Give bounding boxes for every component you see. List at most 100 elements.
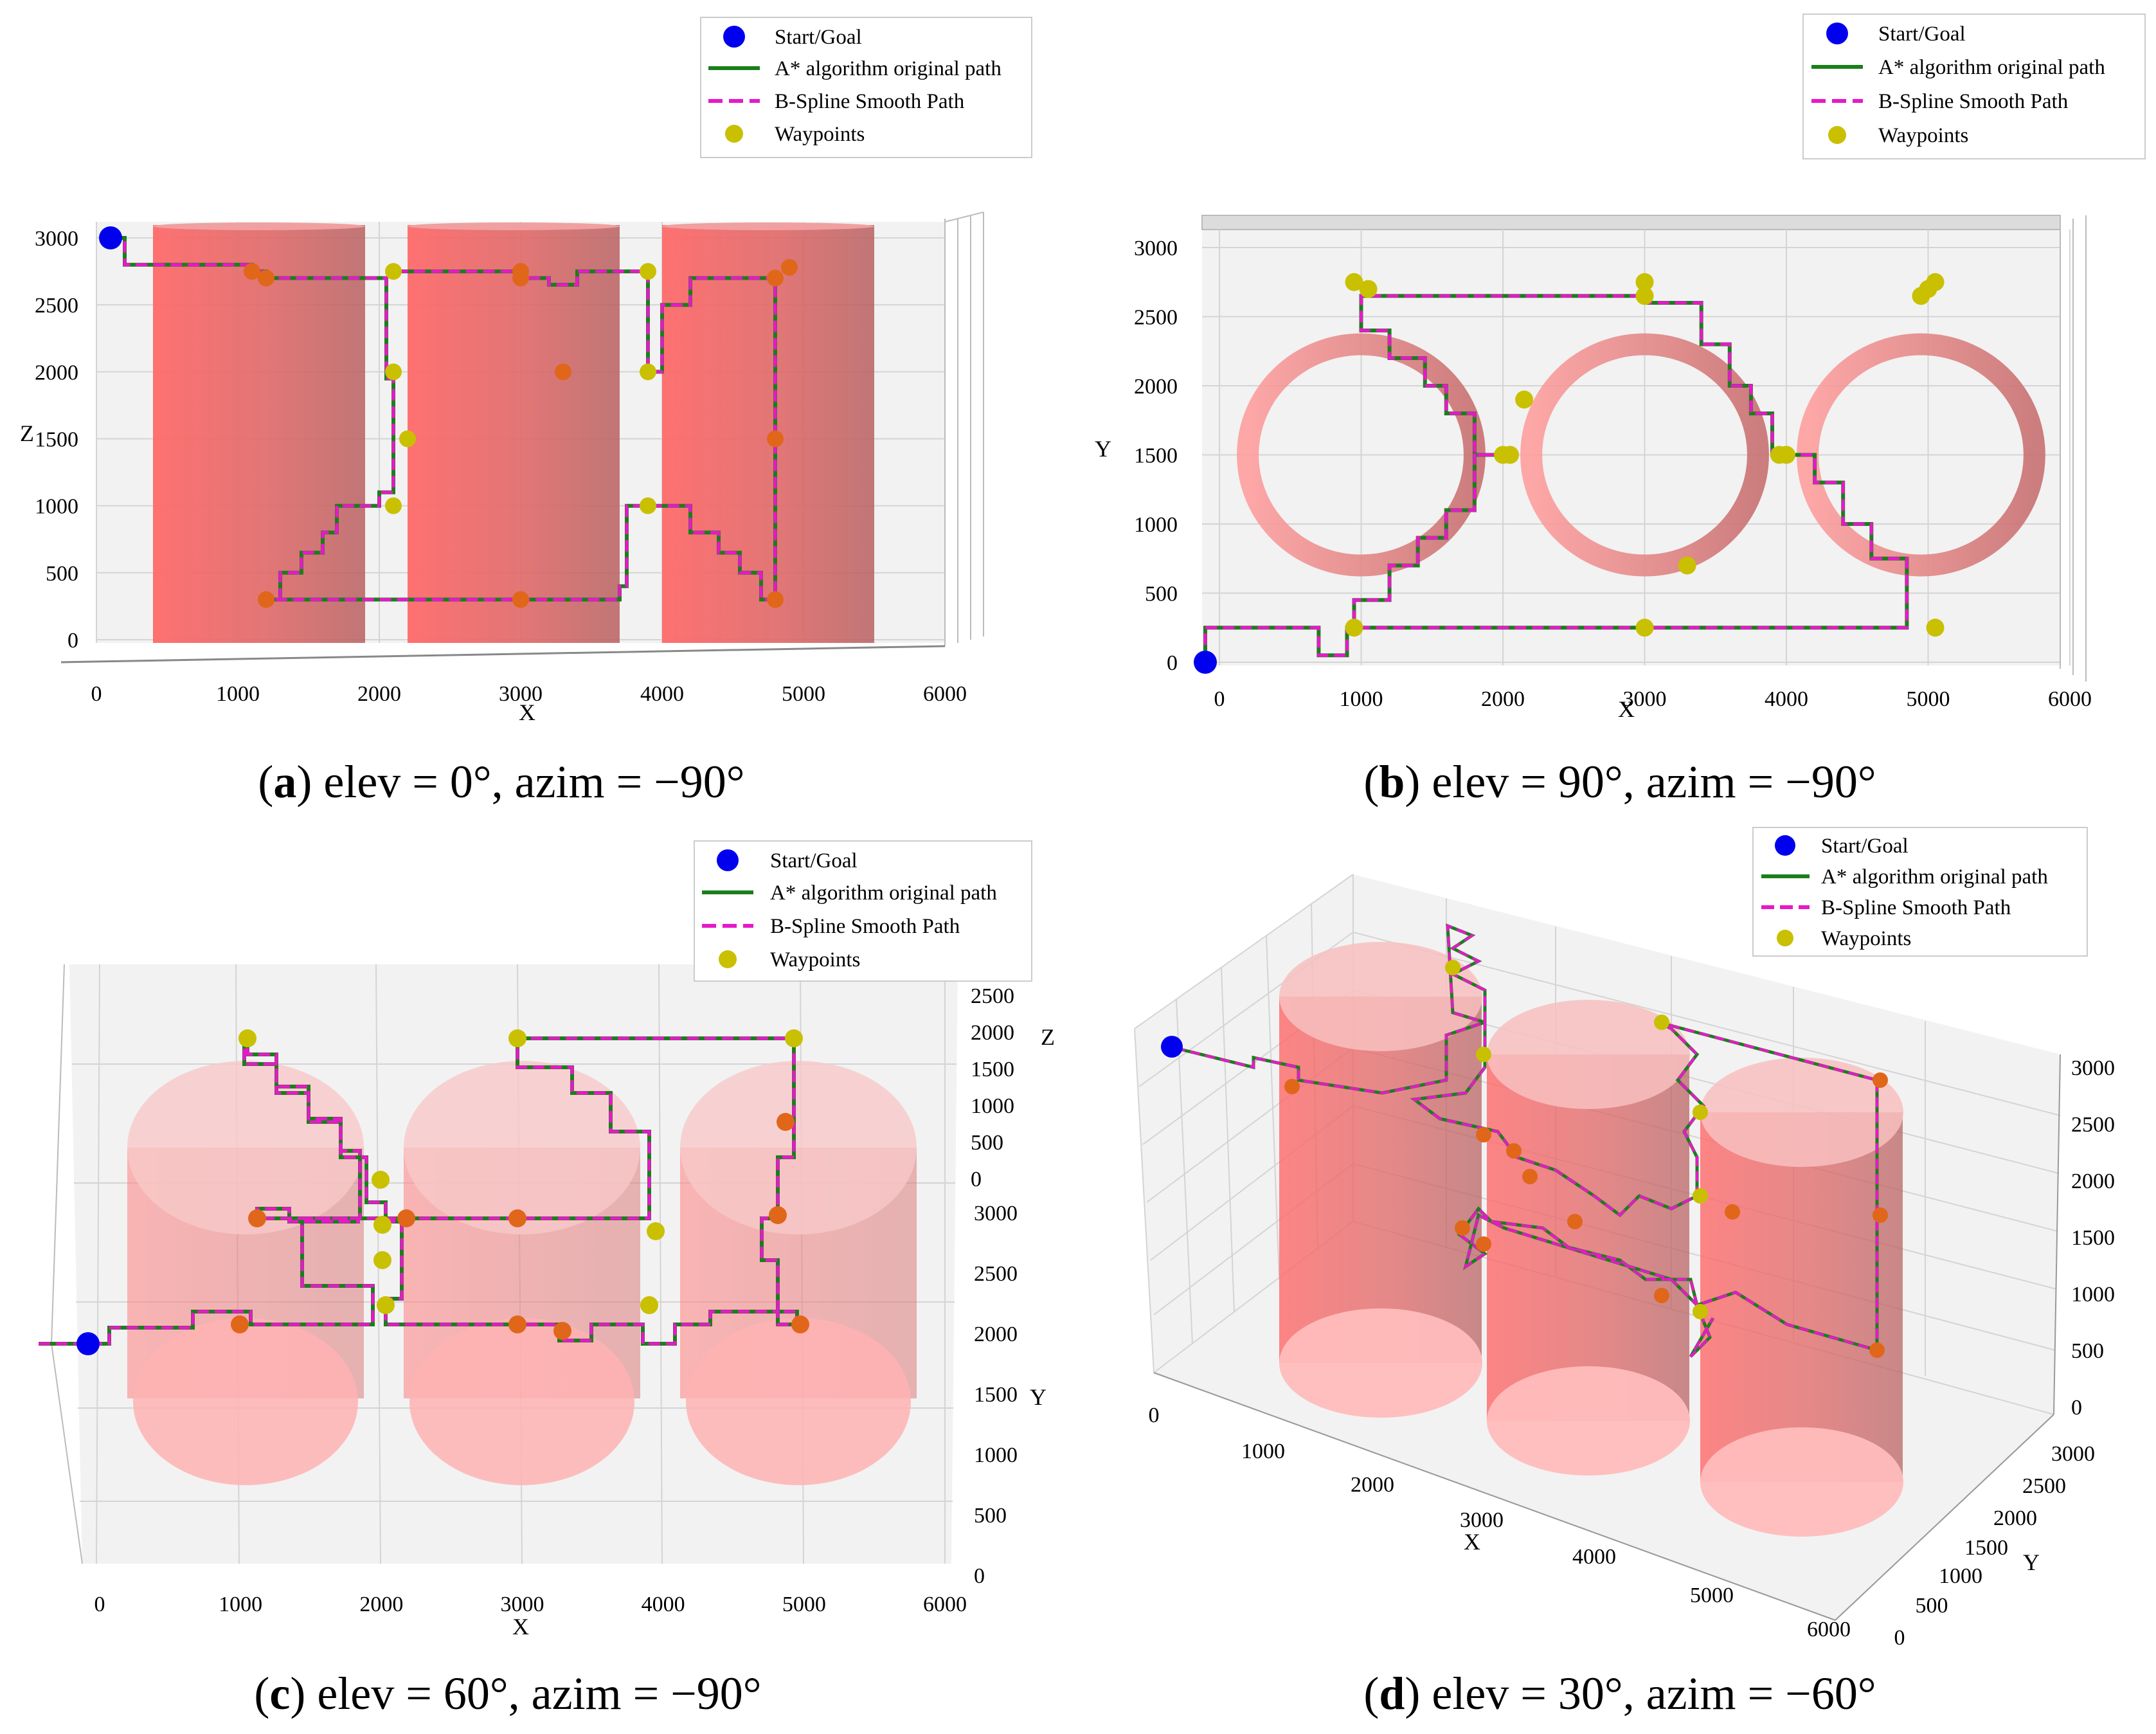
panel-c-xtick: 5000 <box>782 1593 826 1616</box>
panel-a-bspline-path <box>111 236 777 601</box>
legend-start-goal-label: Start/Goal <box>1821 835 1909 858</box>
panel-b-waypoint <box>1359 280 1378 298</box>
panel-c-waypoint <box>769 1206 787 1224</box>
panel-a-xtick: 5000 <box>782 682 825 706</box>
panel-c-ztick: 1000 <box>971 1094 1014 1118</box>
panel-b-xtick: 4000 <box>1765 687 1808 711</box>
panel-a-ztick: 3000 <box>35 227 78 251</box>
panel-a-waypoint <box>258 269 274 287</box>
panel-d-waypoint <box>1873 1072 1888 1088</box>
panel-b-paths <box>1203 294 1909 662</box>
panel-b-ytick: 500 <box>1145 583 1178 606</box>
panel-b-ytick: 1000 <box>1134 513 1178 537</box>
panel-a-z-ticks: 0 500 1000 1500 2000 2500 3000 <box>35 227 78 653</box>
panel-a-cylinder <box>153 225 365 643</box>
panel-a-cylinder-top <box>408 222 620 230</box>
panel-c-waypoint <box>640 1296 658 1314</box>
legend-start-goal-label: Start/Goal <box>775 26 862 49</box>
panel-b-cylinder-ring <box>1520 333 1769 577</box>
panel-a-waypoint <box>767 430 784 447</box>
panel-d-waypoint <box>1873 1207 1888 1223</box>
panel-b-bspline-path <box>1203 294 1909 662</box>
panel-a-xtick: 4000 <box>640 682 684 706</box>
legend-bspline-label: B-Spline Smooth Path <box>1878 90 2069 113</box>
panel-c-waypoint <box>397 1209 415 1227</box>
panel-c-paths <box>39 1036 799 1346</box>
legend-start-goal-label: Start/Goal <box>1878 23 1966 46</box>
panel-c-ytick: 0 <box>974 1564 985 1588</box>
panel-b-waypoint <box>1501 446 1520 464</box>
panel-c-waypoint <box>553 1322 571 1340</box>
panel-b-waypoint <box>1345 619 1363 637</box>
panel-a-caption-text: elev = 0°, azim = −90° <box>312 756 744 808</box>
panel-a-xtick: 3000 <box>499 682 543 706</box>
legend-astar-label: A* algorithm original path <box>775 57 1002 80</box>
panel-b-caption-text: elev = 90°, azim = −90° <box>1420 756 1876 808</box>
panel-a-start-goal <box>99 226 122 249</box>
panel-c-waypoint <box>248 1209 266 1227</box>
panel-a-ztick: 1000 <box>35 495 78 519</box>
panel-b-legend: Start/Goal A* algorithm original path B-… <box>1802 14 2146 159</box>
panel-c-caption-text: elev = 60°, azim = −90° <box>305 1668 761 1719</box>
panel-d-waypoint <box>1506 1143 1522 1159</box>
panel-d-waypoint <box>1476 1127 1491 1142</box>
panel-b-waypoint <box>1635 273 1654 291</box>
panel-b-start-goal <box>1194 651 1217 674</box>
panel-c-zlabel: Z <box>1041 1024 1055 1050</box>
panel-d-bspline-path <box>1174 923 1878 1358</box>
panel-a-waypoint <box>767 591 784 608</box>
panel-d-ztick: 2000 <box>2071 1170 2115 1193</box>
legend-start-goal-marker <box>1775 835 1795 856</box>
panel-d-waypoint <box>1693 1188 1708 1204</box>
panel-d-ytick: 0 <box>1894 1626 1905 1650</box>
panel-d-waypoint <box>1522 1169 1538 1184</box>
panel-d-legend-box <box>1752 827 2088 957</box>
panel-a-caption: (a) elev = 0°, azim = −90° <box>258 756 744 808</box>
panel-c-xtick: 3000 <box>501 1593 544 1616</box>
panel-d-waypoint <box>1654 1015 1669 1030</box>
panel-c-ztick: 500 <box>971 1131 1003 1155</box>
panel-c-xtick: 6000 <box>923 1593 967 1616</box>
panel-d-waypoints <box>1161 960 1888 1358</box>
panel-c-ytick: 2500 <box>974 1262 1018 1286</box>
panel-c-legend-box <box>694 840 1032 982</box>
panel-d-caption-letter: d <box>1379 1668 1405 1719</box>
panel-b-waypoint <box>1926 273 1945 291</box>
panel-d-ytick: 3000 <box>2051 1442 2095 1466</box>
panel-c: 0 1000 2000 3000 4000 5000 6000 05001000150020… <box>39 840 1055 1719</box>
panel-d-ylabel: Y <box>2023 1549 2040 1575</box>
panel-a-xtick: 0 <box>91 682 102 706</box>
panel-a-legend-box <box>700 17 1032 158</box>
panel-d-ytick: 1500 <box>1964 1536 2008 1560</box>
panel-b-waypoint <box>1926 619 1945 637</box>
panel-a-waypoint <box>385 363 402 381</box>
panel-a-xtick: 2000 <box>357 682 401 706</box>
panel-c-waypoint <box>377 1296 395 1314</box>
panel-c-caption: (c) elev = 60°, azim = −90° <box>254 1668 761 1719</box>
panel-d-waypoint <box>1476 1047 1491 1062</box>
panel-d-ytick: 500 <box>1916 1594 1948 1618</box>
panel-b-ytick: 0 <box>1167 651 1178 675</box>
panel-d-x-ticks: 0 1000 2000 3000 4000 5000 6000 <box>1149 1404 1851 1641</box>
panel-c-waypoint <box>373 1251 391 1269</box>
panel-b-xtick: 5000 <box>1907 687 1950 711</box>
panel-c-waypoint <box>238 1029 256 1047</box>
panel-a-x-ticks: 0 1000 2000 3000 4000 5000 6000 <box>91 682 967 706</box>
legend-astar-label: A* algorithm original path <box>770 881 997 905</box>
panel-b-xtick: 0 <box>1214 687 1225 711</box>
legend-astar-label: A* algorithm original path <box>1878 56 2105 79</box>
panel-c-xtick: 4000 <box>642 1593 685 1616</box>
panel-a-waypoint <box>385 497 402 514</box>
panel-c-ztick: 2000 <box>971 1021 1014 1045</box>
panel-d-z-ticks: 0 500 1000 1500 2000 2500 3000 <box>2071 1056 2115 1420</box>
legend-bspline-label: B-Spline Smooth Path <box>1821 896 2011 919</box>
panel-c-cylinder <box>127 1061 364 1485</box>
panel-d-ztick: 3000 <box>2071 1056 2115 1080</box>
legend-waypoints-marker <box>725 125 743 143</box>
legend-waypoints-marker <box>719 950 737 968</box>
panel-a-legend: Start/Goal A* algorithm original path B-… <box>700 17 1032 158</box>
panel-a-caption-letter: a <box>273 756 296 808</box>
panel-d-caption-text: elev = 30°, azim = −60° <box>1420 1668 1876 1719</box>
panel-b-legend-box <box>1802 14 2146 159</box>
panel-d-xtick: 6000 <box>1807 1618 1851 1641</box>
